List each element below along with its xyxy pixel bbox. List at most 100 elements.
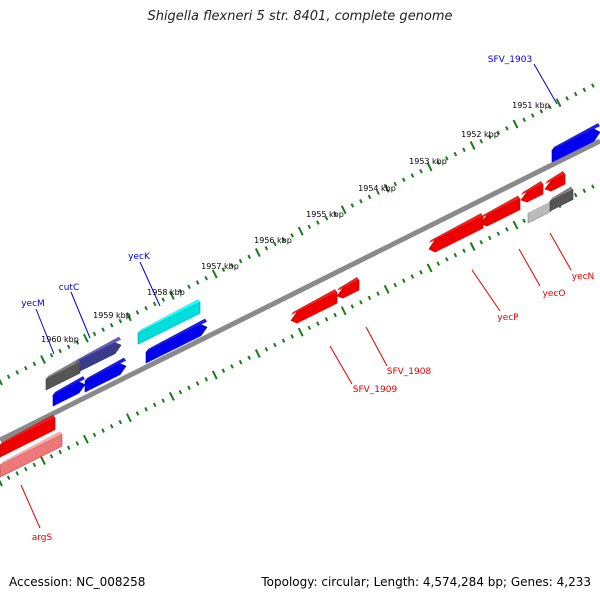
ruler-minor-tick — [152, 301, 157, 307]
gene-label-forward: yecM — [21, 299, 45, 309]
ruler-major-tick — [83, 333, 89, 343]
ruler-minor-tick — [393, 282, 398, 288]
gene-block-highlight — [85, 357, 126, 381]
ruler-major-tick — [211, 370, 218, 380]
tick-label: 1951 kbp — [512, 101, 550, 110]
ruler-minor-tick — [238, 258, 243, 264]
gene-block-highlight — [337, 277, 359, 291]
gene-block-highlight — [53, 376, 85, 395]
ruler-minor-tick — [101, 428, 105, 433]
ruler-major-tick — [0, 378, 3, 386]
gene-label-reverse: SFV_1909 — [353, 385, 398, 395]
leader-line — [365, 326, 388, 367]
ruler-major-tick — [297, 226, 304, 236]
gene-label-reverse: yecP — [497, 313, 519, 323]
ruler-major-tick — [297, 327, 304, 337]
tick-label: 1953 kbp — [409, 157, 447, 166]
ruler-minor-tick — [410, 173, 415, 178]
ruler-minor-tick — [453, 252, 458, 258]
ruler-minor-tick — [92, 432, 97, 438]
gene-block — [84, 363, 127, 393]
gene-label-forward: yecK — [128, 252, 151, 262]
upper-ruler — [0, 83, 595, 386]
ruler-minor-tick — [32, 462, 37, 468]
ruler-minor-tick — [247, 254, 251, 260]
gene-block-highlight — [138, 299, 200, 333]
ruler-minor-tick — [591, 184, 595, 189]
forward-gene-feature — [551, 123, 600, 163]
ruler-minor-tick — [109, 323, 114, 328]
ruler-major-tick — [254, 248, 261, 258]
forward-gene-feature — [45, 359, 81, 391]
ruler-minor-tick — [402, 177, 406, 182]
ruler-minor-tick — [367, 295, 372, 301]
ruler-major-tick — [512, 220, 519, 230]
ruler-minor-tick — [75, 340, 80, 345]
ruler-major-tick — [83, 434, 89, 444]
ruler-minor-tick — [582, 188, 587, 194]
ruler-minor-tick — [479, 239, 483, 245]
gene-block-highlight — [46, 359, 80, 379]
ruler-minor-tick — [144, 305, 148, 311]
ruler-minor-tick — [195, 381, 200, 386]
ruler-minor-tick — [573, 91, 578, 97]
ruler-major-tick — [469, 242, 476, 251]
ruler-major-tick — [383, 183, 390, 193]
ruler-major-tick — [168, 391, 175, 401]
tick-label: 1952 kbp — [461, 130, 499, 139]
ruler-minor-tick — [505, 126, 509, 131]
ruler-minor-tick — [273, 241, 277, 247]
ruler-minor-tick — [462, 147, 466, 153]
ruler-major-tick — [254, 349, 261, 359]
gene-block-highlight — [429, 213, 483, 243]
ruler-minor-tick — [445, 257, 449, 262]
ruler-minor-tick — [487, 134, 492, 140]
forward-gene-feature — [145, 318, 208, 364]
leader-line — [518, 248, 541, 287]
ruler-minor-tick — [118, 318, 123, 324]
tick-label: 1954 kbp — [358, 184, 396, 193]
ruler-minor-tick — [591, 83, 595, 88]
ruler-minor-tick — [307, 325, 312, 331]
gene-label-reverse: argS — [32, 533, 53, 543]
ruler-minor-tick — [135, 310, 140, 315]
ruler-minor-tick — [496, 231, 501, 236]
ruler-minor-tick — [273, 342, 277, 348]
reverse-gene-feature — [336, 277, 360, 299]
ruler-minor-tick — [376, 291, 380, 296]
gene-label-reverse: yecO — [543, 289, 566, 299]
ruler-minor-tick — [264, 347, 269, 352]
ruler-minor-tick — [49, 454, 54, 459]
ruler-minor-tick — [350, 203, 355, 208]
ruler-minor-tick — [92, 331, 97, 337]
ruler-minor-tick — [505, 227, 509, 232]
leader-line — [329, 345, 353, 385]
reverse-gene-feature — [527, 198, 552, 224]
ruler-minor-tick — [402, 278, 406, 283]
forward-gene-feature — [52, 376, 86, 407]
ruler-minor-tick — [58, 449, 62, 455]
leader-line — [549, 232, 572, 271]
gene-block — [544, 173, 566, 192]
ruler-minor-tick — [247, 355, 251, 361]
ruler-minor-tick — [281, 237, 286, 242]
accession-text: Accession: NC_008258 — [9, 575, 146, 589]
ruler-minor-tick — [221, 267, 226, 272]
reverse-gene-feature — [544, 171, 566, 192]
ruler-minor-tick — [109, 424, 114, 429]
gene-block — [520, 183, 544, 203]
gene-block-highlight — [481, 195, 520, 218]
gene-block-highlight — [521, 181, 543, 195]
ruler-minor-tick — [221, 368, 226, 373]
ruler-minor-tick — [487, 235, 492, 241]
ruler-minor-tick — [436, 160, 440, 165]
ruler-major-tick — [555, 98, 562, 108]
ruler-minor-tick — [419, 168, 423, 174]
gene-labels: SFV_1903 yecK cutC yecM yecN yecO yecP SFV_1908… — [21, 55, 594, 543]
genome-backbone — [0, 138, 600, 443]
ruler-minor-tick — [410, 274, 415, 279]
gene-block-highlight — [528, 198, 551, 213]
gene-block-highlight — [550, 186, 573, 201]
